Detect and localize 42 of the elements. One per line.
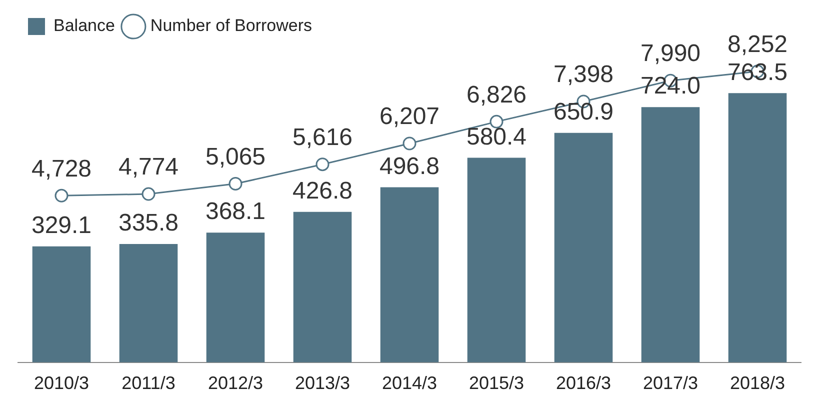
data-label: 5,616 [292, 124, 353, 151]
x-tick-label: 2015/3 [468, 373, 524, 394]
legend-label: Number of Borrowers [150, 16, 312, 36]
x-tick-label: 2012/3 [208, 373, 264, 394]
bar [293, 212, 352, 362]
x-tick-label: 2014/3 [382, 373, 438, 394]
data-label: 8,252 [727, 31, 788, 58]
bar [32, 246, 91, 362]
x-tick-label: 2013/3 [294, 373, 350, 394]
bar [641, 107, 700, 362]
point [490, 114, 504, 128]
data-label: 580.4 [466, 123, 527, 150]
bar [119, 244, 178, 362]
data-label: 426.8 [292, 178, 353, 205]
data-label: 650.9 [553, 98, 614, 126]
bar [206, 232, 265, 362]
bar [467, 158, 526, 362]
bar [380, 187, 439, 362]
data-label: 329.1 [31, 212, 92, 239]
point [142, 187, 156, 201]
point [228, 177, 242, 191]
x-tick-label: 2017/3 [642, 373, 698, 394]
point [54, 188, 68, 202]
bar [554, 132, 613, 362]
data-label: 335.8 [118, 210, 179, 237]
data-label: 4,728 [31, 155, 92, 182]
data-label: 368.1 [205, 198, 266, 226]
data-label: 7,990 [640, 40, 701, 68]
x-tick-label: 2011/3 [122, 373, 176, 394]
data-label: 496.8 [379, 152, 440, 180]
point [402, 136, 416, 150]
data-label: 5,065 [205, 143, 266, 170]
data-label: 7,398 [553, 61, 614, 88]
x-tick-label: 2016/3 [556, 373, 612, 394]
data-label: 6,826 [466, 81, 527, 108]
data-label: 4,774 [118, 154, 179, 181]
point [316, 158, 330, 172]
x-tick-label: 2010/3 [34, 373, 90, 394]
legend-label: Balance [54, 16, 115, 36]
x-tick-label: 2018/3 [730, 373, 786, 394]
data-label: 6,207 [379, 103, 440, 130]
bar [728, 93, 787, 362]
